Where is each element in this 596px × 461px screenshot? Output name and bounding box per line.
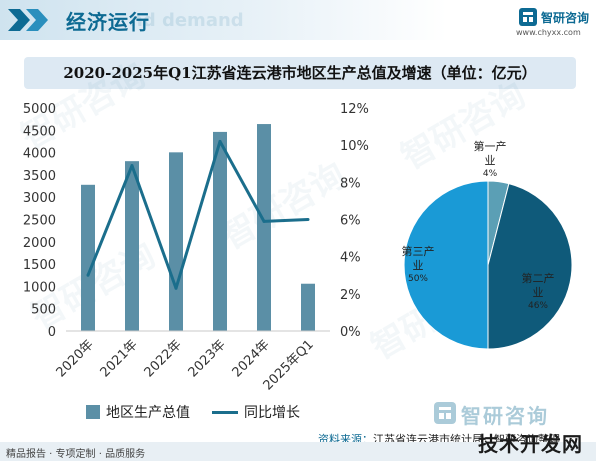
header-arrow-icon xyxy=(8,9,48,31)
header-bar xyxy=(0,0,596,40)
legend-bar-swatch xyxy=(86,405,100,419)
pie-label-name-cont: 业 xyxy=(413,259,424,272)
y-left-tick-label: 500 xyxy=(31,303,56,318)
x-tick-label: 2021年 xyxy=(98,337,141,380)
y-left-tick-label: 1000 xyxy=(23,280,56,295)
brand-name: 智研咨询 xyxy=(541,11,590,25)
pie-label-name-cont: 业 xyxy=(485,154,496,167)
legend-item-bar: 地区生产总值 xyxy=(86,402,190,422)
growth-point-0 xyxy=(86,273,90,277)
legend-line-label: 同比增长 xyxy=(244,405,300,421)
legend-line-swatch xyxy=(212,410,238,414)
y-right-tick-label: 2% xyxy=(340,288,361,303)
y-left-tick-label: 1500 xyxy=(23,258,56,273)
chart-legend: 地区生产总值 同比增长 xyxy=(86,402,322,422)
x-tick-label: 2020年 xyxy=(54,337,97,380)
pie-slice-2 xyxy=(403,180,489,350)
corner-watermark: 技术开发网 xyxy=(478,432,583,456)
growth-line xyxy=(86,139,309,290)
pie-slice-1 xyxy=(487,183,573,350)
y-right-tick-label: 4% xyxy=(340,251,361,266)
page-title: 经济运行 xyxy=(66,10,150,34)
y-left-tick-label: 0 xyxy=(48,325,56,340)
y-left-tick-label: 5000 xyxy=(23,102,56,117)
bar-5 xyxy=(301,283,315,331)
growth-point-3 xyxy=(218,139,222,143)
bar-0 xyxy=(81,184,95,331)
legend-item-line: 同比增长 xyxy=(212,402,300,422)
y-left-tick-label: 3500 xyxy=(23,169,56,184)
pie-label-value: 4% xyxy=(483,169,498,179)
y-left-tick-label: 4000 xyxy=(23,147,56,162)
y-right-tick-label: 12% xyxy=(340,102,369,117)
pie-label-value: 46% xyxy=(528,301,548,311)
brand-logo-icon xyxy=(519,8,537,26)
growth-point-1 xyxy=(130,164,134,168)
pie-label-name-cont: 业 xyxy=(533,286,544,299)
pie-label-value: 50% xyxy=(408,274,428,284)
growth-point-5 xyxy=(306,218,310,221)
footer-text: 精品报告 · 专项定制 · 品质服务 xyxy=(6,449,146,460)
watermark-brand-text: 智研咨询 xyxy=(461,404,549,428)
pie-label-name: 第二产 xyxy=(522,271,555,285)
y-right-tick-label: 6% xyxy=(340,214,361,229)
footer-bar xyxy=(0,442,596,461)
x-tick-label: 2024年 xyxy=(230,337,273,380)
x-tick-label: 2023年 xyxy=(186,337,229,380)
chart-title-box xyxy=(24,57,576,89)
bar-2 xyxy=(169,152,183,331)
y-right-tick-label: 0% xyxy=(340,325,361,340)
pie-label-name: 第三产 xyxy=(402,244,435,258)
x-tick-label: 2022年 xyxy=(142,337,185,380)
bar-1 xyxy=(125,161,139,331)
growth-point-2 xyxy=(174,286,178,290)
header-ghost-text: nd demand xyxy=(130,10,244,31)
chart-title: 2020-2025年Q1江苏省连云港市地区生产总值及增速（单位：亿元） xyxy=(63,64,537,82)
y-left-tick-label: 2000 xyxy=(23,236,56,251)
y-left-tick-label: 3000 xyxy=(23,191,56,206)
y-right-tick-label: 10% xyxy=(340,139,369,154)
brand-url: www.chyxx.com xyxy=(516,28,581,37)
pie-label-name: 第一产 xyxy=(474,139,507,153)
bar-3 xyxy=(213,131,227,331)
growth-point-4 xyxy=(262,219,266,223)
y-right-tick-label: 8% xyxy=(340,176,361,191)
y-left-tick-label: 2500 xyxy=(23,214,56,229)
watermark-logo-icon xyxy=(434,402,456,424)
legend-bar-label: 地区生产总值 xyxy=(106,405,190,421)
bar-4 xyxy=(257,124,271,331)
y-left-tick-label: 4500 xyxy=(23,124,56,139)
